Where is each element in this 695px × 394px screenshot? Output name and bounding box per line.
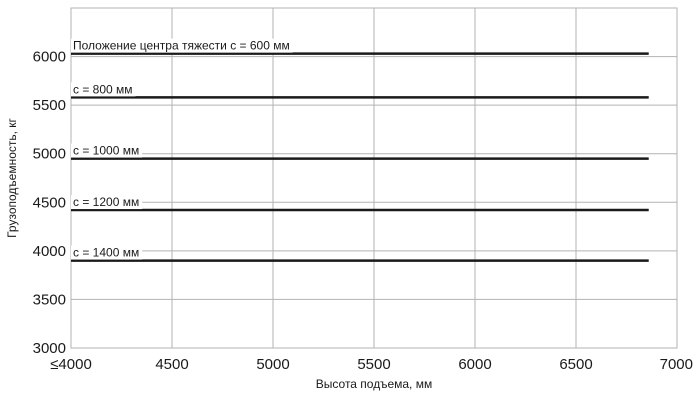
y-tick-label: 6000 [33, 49, 66, 66]
x-tick-label: 5000 [256, 356, 289, 373]
x-tick-label: 4500 [155, 356, 188, 373]
series-label: c = 1000 мм [73, 144, 139, 158]
series-label-background [71, 245, 143, 260]
series-lines: Положение центра тяжести c = 600 мм c = 8… [71, 38, 649, 262]
x-tick-label: 7000 [660, 356, 693, 373]
x-tick-label: 6500 [559, 356, 592, 373]
series-label-background [71, 38, 293, 53]
series-label-background [71, 82, 136, 97]
y-tick-label: 3500 [33, 291, 66, 308]
x-tick-label: 6000 [458, 356, 491, 373]
grid [70, 8, 678, 349]
y-tick-label: 5000 [33, 146, 66, 163]
plot-area-frame [70, 7, 678, 349]
y-tick-label: 5500 [33, 97, 66, 114]
series-label-background [71, 143, 143, 158]
y-tick-label: 4000 [33, 243, 66, 260]
y-axis-title: Грузоподъемность, кг [5, 117, 19, 237]
x-tick-label: 5500 [357, 356, 390, 373]
series-label: c = 1200 мм [73, 195, 139, 209]
series-label: c = 1400 мм [73, 246, 139, 260]
y-tick-label: 3000 [33, 340, 66, 357]
tick-labels: ≤4000 4500 5000 5500 6000 6500 7000 3000 3500 400… [33, 49, 693, 373]
x-axis-title: Высота подъема, мм [316, 377, 432, 391]
series-label: c = 800 мм [73, 82, 133, 96]
y-tick-label: 4500 [33, 194, 66, 211]
series-label-background [71, 195, 143, 210]
series-label: Положение центра тяжести c = 600 мм [73, 39, 290, 53]
x-tick-label: ≤4000 [50, 356, 92, 373]
